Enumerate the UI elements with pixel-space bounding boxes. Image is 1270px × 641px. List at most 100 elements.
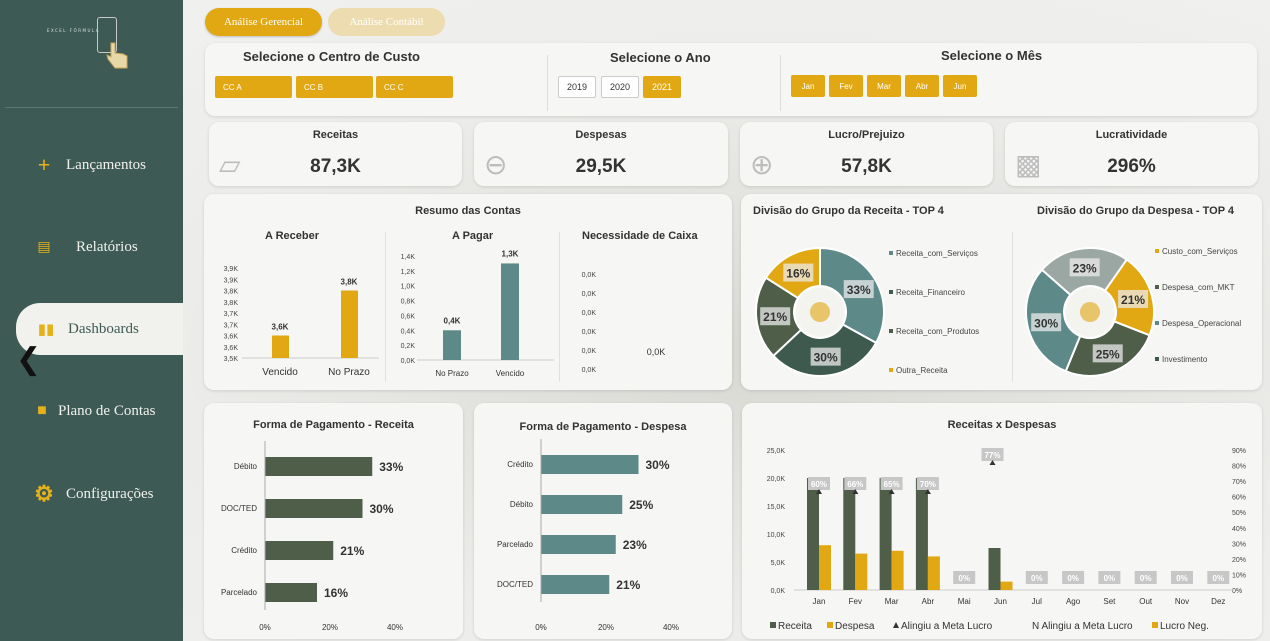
kpi-value: 57,8K [841,156,892,177]
bar-despesa [855,553,868,590]
cc-a-button[interactable]: CC A [215,76,292,98]
marker-bg [1171,571,1193,584]
bar-despesa [927,556,940,590]
y2-tick-label: 90% [1232,448,1246,455]
resumo-contas-card: Resumo das Contas A Receber A Pagar Nece… [204,194,732,390]
marker-label: 77% [984,451,1000,460]
divider [559,232,560,382]
y-tick-label: DOC/TED [221,504,257,513]
data-label: 0,0K [647,347,666,357]
legend-label: N Alingiu a Meta Lucro [1032,621,1133,632]
month-jan-button[interactable]: Jan [791,75,825,97]
marker-bg [1207,571,1230,584]
money-bills-icon: ▱ [219,149,241,180]
year-2021-button[interactable]: 2021 [643,76,681,98]
x-tick-label: 20% [322,623,338,632]
kpi-value: 87,3K [310,156,361,177]
y-tick-label: 3,9K [224,266,239,273]
marker-label: 0% [958,574,970,583]
sidebar-item-relatorios[interactable]: ▤ Relatórios [0,221,183,273]
y-tick-label: Parcelado [221,588,258,597]
a-pagar-title: A Pagar [452,230,494,242]
chevron-left-icon[interactable]: ❮ [16,343,42,376]
y-tick-label: 0,0K [582,329,597,336]
marker-triangle [852,489,859,494]
sidebar-item-configuracoes[interactable]: ⚙ Configurações [0,468,183,520]
y-tick-label: 0,6K [401,313,416,320]
receitas-despesas-svg: 25,0K 20,0K 15,0K 10,0K 5,0K 0,0K 90% 80% 70% 60%… [767,448,1246,632]
month-mar-button[interactable]: Mar [867,75,901,97]
bar [265,457,373,476]
legend-swatch [827,622,833,628]
data-label: 16% [324,586,348,600]
data-label-bg [810,347,841,366]
legend-label: Receita [778,621,812,632]
sidebar-item-dashboards[interactable]: ▮▮ Dashboards [16,303,183,355]
month-abr-button[interactable]: Abr [905,75,939,97]
bar [541,535,616,554]
tab-analise-gerencial[interactable]: Análise Gerencial [205,8,322,36]
marker-bg [880,477,903,490]
marker-label: 0% [1067,574,1079,583]
mes-title: Selecione o Mês [941,48,1043,63]
x-tick-label: 40% [663,623,679,632]
cc-b-button[interactable]: CC B [296,76,373,98]
x-tick-label: 40% [387,623,403,632]
cc-c-button[interactable]: CC C [376,76,453,98]
data-label: 16% [786,267,810,281]
legend-label: Despesa [835,621,875,632]
month-jun-button[interactable]: Jun [943,75,977,97]
marker-bg [981,448,1004,461]
y-tick-label: 3,8K [224,300,239,307]
y-tick-label: 3,8K [224,289,239,296]
sidebar-item-label: Dashboards [68,320,139,337]
year-2020-button[interactable]: 2020 [601,76,639,98]
y-tick-label: Débito [234,462,258,471]
bar-chart-icon: ▮▮ [37,321,55,338]
kpi-card-lucro: Lucro/Prejuizo 57,8K ⊕ [740,122,993,186]
y-tick-label: 1,4K [401,254,416,261]
x-tick-label: Set [1103,597,1116,606]
sidebar: EXCEL FÓRMULA + Lançamentos ▤ Relatórios… [0,0,183,641]
tab-analise-contabil[interactable]: Análise Contábil [328,8,445,36]
data-label-bg [1031,313,1062,332]
marker-label: 0% [1176,574,1188,583]
y-tick-label: 3,7K [224,311,239,318]
kpi-title: Lucro/Prejuizo [828,129,905,141]
donut-center [810,302,830,322]
legend-label: Despesa_com_MKT [1162,283,1235,292]
data-label: 23% [1073,261,1097,275]
sidebar-item-lancamentos[interactable]: + Lançamentos [0,139,183,191]
y2-tick-label: 10% [1232,572,1246,579]
divider [780,55,781,111]
y-tick-label: 1,0K [401,284,416,291]
y2-tick-label: 40% [1232,526,1246,533]
legend-label: Receita_com_Serviços [896,249,978,258]
pie-charts-svg: 33% 30% 21% 16% Receita_com_Serviços Receita_… [755,246,1241,377]
legend-label: Investimento [1162,355,1208,364]
bar-despesa [819,545,831,590]
legend-label: Despesa_Operacional [1162,319,1241,328]
pagamento-receita-svg: Débito 33% DOC/TED 30% Crédito 21% Parcelado 16… [221,441,404,632]
legend-label: Lucro Neg. [1160,621,1209,632]
year-2019-button[interactable]: 2019 [558,76,596,98]
sidebar-item-plano-de-contas[interactable]: ■ Plano de Contas [0,385,183,437]
marker-label: 0% [1140,574,1152,583]
y-tick-label: 0,8K [401,299,416,306]
chart-title: Forma de Pagamento - Despesa [519,421,687,433]
bar [265,583,317,602]
data-label: 3,8K [341,278,358,287]
zoom-in-icon: ⊕ [750,149,774,180]
month-fev-button[interactable]: Fev [829,75,863,97]
marker-bg [953,571,976,584]
y-tick-label: 3,6K [224,345,239,352]
legend-swatch [889,251,893,255]
x-tick-label: Out [1139,597,1153,606]
x-tick-label: 0% [535,623,547,632]
zoom-out-icon: ⊖ [484,149,508,180]
kpi-value: 29,5K [575,156,627,177]
y-tick-label: 0,0K [582,272,597,279]
cash-icon: ▩ [1015,149,1042,180]
kpi-title: Receitas [312,129,359,141]
data-label-bg [1118,289,1149,308]
